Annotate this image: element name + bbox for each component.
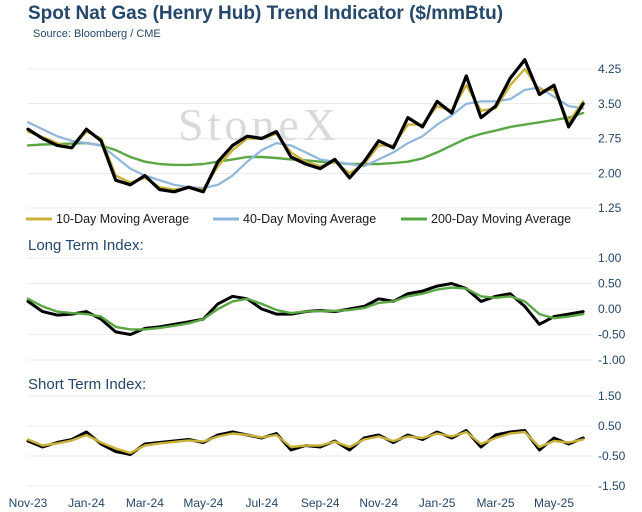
long-term-index-title: Long Term Index: [28, 237, 144, 254]
price-y-tick-label: 2.00 [598, 166, 622, 180]
long-index-y-tick-label: 0.50 [598, 277, 622, 291]
x-tick-label: Jan-24 [68, 496, 105, 510]
x-tick-label: Sep-24 [301, 496, 340, 510]
short-index-series-1-line [26, 430, 585, 455]
price-panel: 4.25 3.50 2.75 2.00 1.25 [26, 58, 622, 215]
short-index-y-tick-label: -0.50 [598, 449, 626, 463]
x-tick-label: Jul-24 [245, 496, 278, 510]
x-tick-label: May-25 [534, 496, 574, 510]
x-tick-label: Nov-24 [359, 496, 398, 510]
x-tick-label: Mar-24 [126, 496, 164, 510]
price-y-tick-label: 2.75 [598, 132, 622, 146]
price-series-3-line [26, 58, 585, 194]
long-index-y-tick-label: 0.00 [598, 302, 622, 316]
x-tick-label: Mar-25 [477, 496, 515, 510]
x-tick-label: May-24 [183, 496, 223, 510]
long-index-y-tick-label: 1.00 [598, 251, 622, 265]
price-y-tick-label: 3.50 [598, 97, 622, 111]
price-y-tick-label: 1.25 [598, 201, 622, 215]
short-index-y-tick-label: -1.50 [598, 479, 626, 493]
short-index-y-tick-label: 0.50 [598, 419, 622, 433]
x-tick-label: Nov-23 [9, 496, 48, 510]
watermark-logo: StoneX [178, 99, 340, 150]
long-index-y-tick-label: -0.50 [598, 328, 626, 342]
price-y-tick-label: 4.25 [598, 62, 622, 76]
legend-label-ma200: 200-Day Moving Average [431, 212, 571, 226]
short-term-index-title: Short Term Index: [28, 376, 146, 393]
short-term-panel: 1.50 0.50 -0.50 -1.50 [26, 389, 626, 493]
chart-title: Spot Nat Gas (Henry Hub) Trend Indicator… [28, 3, 503, 24]
long-term-panel: 1.00 0.50 0.00 -0.50 -1.00 [26, 251, 626, 367]
short-index-y-tick-label: 1.50 [598, 389, 622, 403]
chart-legend: 10-Day Moving Average 40-Day Moving Aver… [26, 212, 571, 226]
x-axis: Nov-23 Jan-24 Mar-24 May-24 Jul-24 Sep-24 Nov-… [9, 496, 575, 510]
price-series-1-line [26, 86, 585, 190]
long-index-y-tick-label: -1.00 [598, 353, 626, 367]
short-index-series-0-line [26, 429, 585, 456]
legend-label-ma40: 40-Day Moving Average [243, 212, 376, 226]
chart-source: Source: Bloomberg / CME [33, 28, 161, 40]
x-tick-label: Jan-25 [419, 496, 456, 510]
long-index-series-1-line [26, 286, 585, 331]
legend-label-ma10: 10-Day Moving Average [56, 212, 189, 226]
